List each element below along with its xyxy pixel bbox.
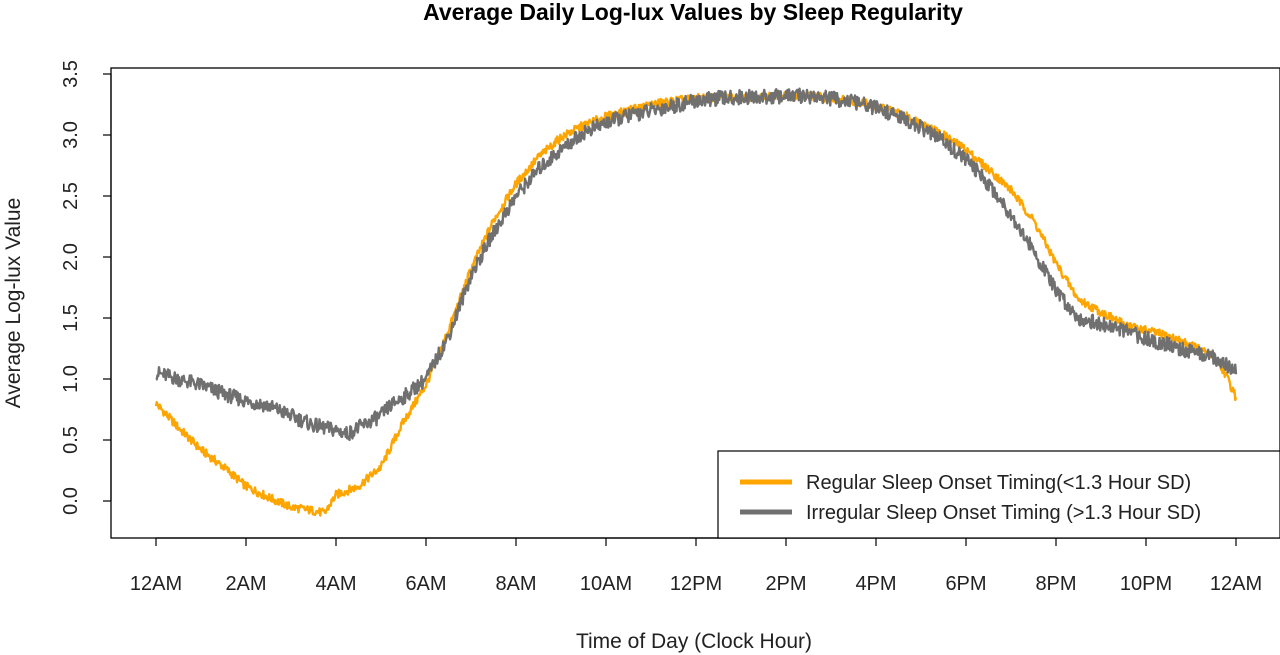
y-tick-label: 1.0 bbox=[60, 365, 82, 393]
x-tick-label: 6AM bbox=[405, 573, 446, 595]
x-tick-label: 2PM bbox=[765, 573, 806, 595]
x-tick-label: 6PM bbox=[945, 573, 986, 595]
y-tick-label: 1.5 bbox=[60, 304, 82, 332]
x-tick-label: 4PM bbox=[855, 573, 896, 595]
y-tick-label: 0.5 bbox=[60, 426, 82, 454]
y-tick-label: 3.5 bbox=[60, 60, 82, 88]
x-tick-label: 12AM bbox=[130, 573, 182, 595]
y-axis: 0.0 0.5 1.0 1.5 2.0 2.5 3.0 3.5 bbox=[60, 60, 112, 515]
legend: Regular Sleep Onset Timing(<1.3 Hour SD)… bbox=[717, 450, 1280, 539]
x-tick-label: 8PM bbox=[1035, 573, 1076, 595]
series-lines bbox=[154, 87, 1238, 517]
y-tick-label: 2.5 bbox=[60, 182, 82, 210]
y-tick-label: 0.0 bbox=[60, 487, 82, 515]
legend-label: Regular Sleep Onset Timing(<1.3 Hour SD) bbox=[806, 472, 1191, 494]
x-tick-label: 2AM bbox=[225, 573, 266, 595]
y-axis-label: Average Log-lux Value bbox=[2, 198, 25, 409]
legend-label: Irregular Sleep Onset Timing (>1.3 Hour … bbox=[806, 502, 1201, 524]
x-axis-label: Time of Day (Clock Hour) bbox=[576, 630, 812, 653]
x-axis: 12AM 2AM 4AM 6AM 8AM 10AM 12PM 2PM 4PM 6PM 8PM 10PM… bbox=[130, 537, 1262, 595]
x-tick-label: 12AM bbox=[1210, 573, 1262, 595]
x-tick-label: 10AM bbox=[580, 573, 632, 595]
x-tick-label: 8AM bbox=[495, 573, 536, 595]
x-tick-label: 12PM bbox=[670, 573, 722, 595]
x-tick-label: 4AM bbox=[315, 573, 356, 595]
chart-title: Average Daily Log-lux Values by Sleep Re… bbox=[423, 0, 963, 25]
y-tick-label: 3.0 bbox=[60, 121, 82, 149]
y-tick-label: 2.0 bbox=[60, 243, 82, 271]
x-tick-label: 10PM bbox=[1120, 573, 1172, 595]
legend-box bbox=[717, 450, 1280, 539]
series-line-irregular bbox=[155, 87, 1238, 442]
